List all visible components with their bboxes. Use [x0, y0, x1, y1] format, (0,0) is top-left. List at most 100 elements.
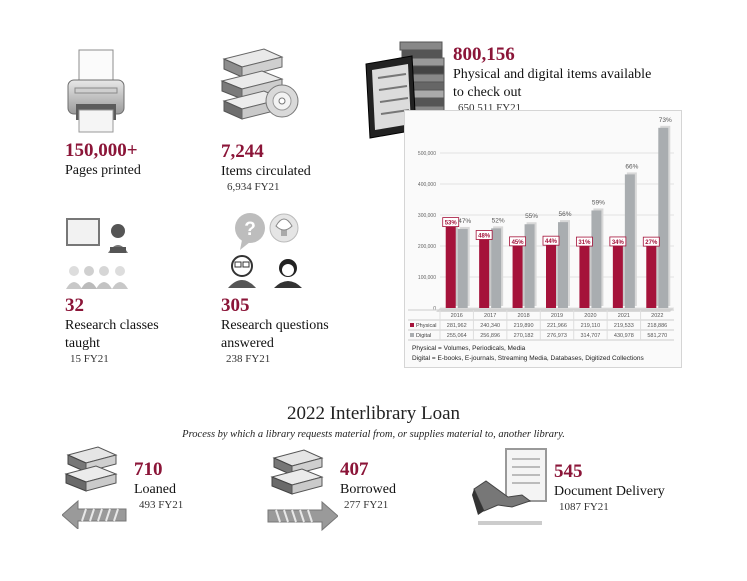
bar-physical — [445, 220, 456, 308]
physical-percent-box — [442, 217, 460, 227]
physical-value-label: 240,340 — [480, 323, 500, 329]
physical-percent-box — [576, 236, 593, 247]
physical-percent-box — [642, 236, 660, 247]
digital-percent-label: 52% — [492, 217, 505, 224]
items-available-value: 800,156 — [453, 44, 515, 65]
research-classes-prior: 15 FY21 — [70, 353, 109, 365]
y-tick-label: 400,000 — [418, 182, 436, 188]
tablet-books-icon — [365, 41, 445, 139]
y-tick-label: 500,000 — [418, 151, 436, 157]
bar-physical — [646, 240, 657, 308]
category-label: 2022 — [651, 313, 663, 319]
legend-digital-label: Digital — [416, 333, 431, 339]
digital-percent-label: 55% — [525, 213, 538, 220]
y-tick-label: 100,000 — [418, 275, 436, 281]
document-hand-icon — [472, 448, 547, 525]
digital-value-label: 581,270 — [647, 333, 667, 339]
items-circulated-value: 7,244 — [221, 141, 264, 162]
ill-loaned-prior: 493 FY21 — [139, 499, 184, 511]
research-questions-label-2: answered — [221, 336, 274, 351]
physical-value-label: 281,962 — [447, 323, 467, 329]
physical-percent-box — [542, 235, 560, 246]
y-tick-label: 0 — [433, 306, 436, 312]
digital-value-label: 255,064 — [447, 333, 467, 339]
category-label: 2021 — [618, 313, 630, 319]
items-available-label-2: to check out — [453, 85, 522, 100]
bar-digital — [558, 222, 568, 308]
ill-borrowed-prior: 277 FY21 — [344, 499, 389, 511]
physical-percent-label: 34% — [612, 240, 625, 246]
bar-digital — [591, 210, 602, 308]
research-classes-value: 32 — [65, 295, 84, 316]
digital-value-label: 314,707 — [580, 333, 600, 339]
digital-percent-label: 59% — [592, 199, 605, 206]
bar-digital — [457, 228, 468, 308]
bar-physical — [612, 239, 623, 308]
ill-borrowed-label: Borrowed — [340, 482, 396, 497]
digital-percent-label: 73% — [659, 117, 672, 124]
physical-percent-label: 27% — [645, 240, 658, 246]
books-arrow-right-icon — [267, 449, 338, 532]
bar-digital — [624, 174, 635, 308]
books-cd-icon — [220, 48, 299, 120]
legend-physical-label: Physical — [416, 323, 436, 329]
svg-text:?: ? — [244, 219, 256, 240]
physical-value-label: 218,886 — [647, 323, 667, 329]
bar-digital — [491, 228, 502, 308]
digital-percent-label: 47% — [458, 218, 471, 225]
bar-digital — [524, 224, 535, 308]
question-people-icon: ? — [228, 213, 302, 288]
digital-value-label: 430,978 — [614, 333, 634, 339]
physical-percent-box — [475, 230, 493, 240]
digital-value-label: 256,896 — [480, 333, 500, 339]
bar-physical — [546, 239, 556, 308]
ill-loaned-label: Loaned — [134, 482, 176, 497]
research-questions-label-1: Research questions — [221, 318, 329, 333]
physical-percent-label: 53% — [445, 221, 458, 227]
research-classes-label-2: taught — [65, 336, 100, 351]
ill-borrowed-value: 407 — [340, 459, 369, 480]
bar-physical — [512, 239, 523, 308]
research-classes-label-1: Research classes — [65, 318, 159, 333]
digital-percent-label: 56% — [558, 211, 571, 218]
ill-delivery-prior: 1087 FY21 — [559, 501, 609, 513]
physical-percent-label: 44% — [545, 239, 558, 245]
digital-value-label: 276,973 — [547, 333, 567, 339]
physical-value-label: 219,110 — [581, 323, 600, 329]
items-circulated-prior: 6,934 FY21 — [227, 181, 280, 193]
category-label: 2016 — [451, 313, 463, 319]
ill-title: 2022 Interlibrary Loan — [286, 403, 461, 424]
category-label: 2017 — [484, 313, 496, 319]
books-arrow-left-icon — [62, 446, 127, 529]
y-tick-label: 300,000 — [418, 213, 436, 219]
category-label: 2019 — [551, 313, 563, 319]
physical-percent-label: 45% — [512, 240, 525, 246]
pages-printed-value: 150,000+ — [65, 140, 138, 161]
ill-definition: Process by which a library requests mate… — [182, 429, 565, 440]
items-circulated-label: Items circulated — [221, 164, 311, 179]
physical-value-label: 219,890 — [514, 323, 534, 329]
ill-delivery-value: 545 — [554, 461, 583, 482]
footnote-physical: Physical = Volumes, Periodicals, Media — [412, 345, 526, 352]
physical-percent-box — [509, 236, 526, 247]
items-available-label-1: Physical and digital items available — [453, 67, 652, 82]
footnote-digital: Digital = E-books, E-journals, Streaming… — [412, 355, 645, 362]
ill-delivery-label: Document Delivery — [554, 484, 665, 499]
digital-percent-label: 66% — [625, 163, 638, 170]
pages-printed-label: Pages printed — [65, 163, 141, 178]
category-label: 2018 — [517, 313, 529, 319]
research-questions-prior: 238 FY21 — [226, 353, 271, 365]
y-tick-label: 200,000 — [418, 244, 436, 250]
bar-physical — [479, 233, 490, 308]
physical-percent-box — [609, 236, 627, 247]
physical-percent-label: 31% — [578, 240, 591, 246]
physical-value-label: 221,966 — [547, 323, 567, 329]
physical-percent-label: 48% — [478, 233, 491, 239]
research-questions-value: 305 — [221, 295, 250, 316]
bar-digital — [658, 127, 669, 308]
legend-physical-swatch — [410, 323, 414, 327]
category-label: 2020 — [584, 313, 596, 319]
bar-physical — [579, 240, 590, 308]
ill-loaned-value: 710 — [134, 459, 163, 480]
